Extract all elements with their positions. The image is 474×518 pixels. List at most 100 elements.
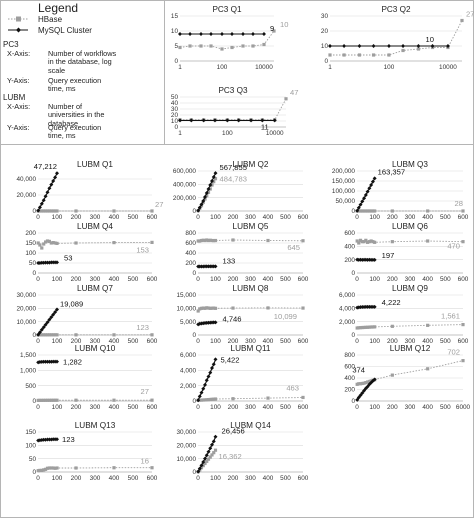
hbase-point xyxy=(53,466,57,470)
chart-lubm-q5: LUBM Q5 0 200 400 600 800 0 100 200 300 400 500 600 1… xyxy=(185,222,308,283)
hbase-point xyxy=(272,29,276,33)
y-tick-label: 10 xyxy=(321,43,329,50)
hbase-point xyxy=(206,306,211,310)
hbase-point xyxy=(213,306,218,310)
y-tick-label: 100 xyxy=(25,443,36,450)
y-tick-label: 0 xyxy=(351,332,355,339)
mysql-point xyxy=(208,370,213,375)
hbase-point xyxy=(208,455,212,459)
hbase-point xyxy=(55,333,59,337)
legend-lubm-y-text: Query execution time, ms xyxy=(48,123,102,141)
mysql-point xyxy=(188,32,193,36)
hbase-point xyxy=(213,177,218,181)
x-tick-label: 100 xyxy=(210,214,221,221)
x-tick-label: 200 xyxy=(387,276,398,283)
mysql-point xyxy=(37,205,42,210)
x-tick-label: 400 xyxy=(109,214,120,221)
mysql-point xyxy=(189,118,194,123)
y-tick-label: 150 xyxy=(25,429,36,436)
hbase-point xyxy=(461,322,465,327)
hbase-point xyxy=(49,241,53,245)
mysql-point xyxy=(213,264,218,269)
x-tick-label: 400 xyxy=(109,475,120,482)
x-tick-label: 100 xyxy=(369,404,380,411)
hbase-point xyxy=(371,53,376,57)
mysql-point xyxy=(356,205,361,210)
hbase-point xyxy=(266,396,270,400)
y-tick-label: 1,500 xyxy=(20,352,36,359)
hbase-point xyxy=(230,45,234,50)
chart-title: PC3 Q1 xyxy=(212,5,242,14)
mysql-point xyxy=(342,44,347,48)
x-tick-label: 1 xyxy=(328,64,332,71)
y-tick-label: 15,000 xyxy=(176,292,196,299)
x-tick-label: 0 xyxy=(355,276,359,283)
legend-mysql-label: MySQL Cluster xyxy=(38,26,92,35)
y-tick-label: 40 xyxy=(171,100,179,107)
x-tick-label: 0 xyxy=(36,338,40,345)
y-tick-label: 800 xyxy=(344,352,355,359)
hbase-point xyxy=(44,240,48,244)
mysql-point xyxy=(204,191,209,195)
hbase-point xyxy=(74,209,78,213)
x-tick-label: 1 xyxy=(178,64,182,71)
mysql-point xyxy=(261,32,266,36)
y-tick-label: 40,000 xyxy=(16,176,36,183)
mysql-point xyxy=(36,208,41,213)
mysql-point xyxy=(203,382,207,387)
hbase-point xyxy=(206,190,211,194)
hbase-point xyxy=(53,241,57,245)
y-tick-label: 20,000 xyxy=(16,306,36,313)
hbase-point xyxy=(461,240,465,244)
hbase-point xyxy=(45,333,50,337)
hbase-point xyxy=(212,239,216,243)
mysql-point xyxy=(210,442,214,447)
hbase-point xyxy=(40,333,44,337)
mysql-point xyxy=(55,171,59,176)
y-tick-label: 600 xyxy=(344,230,355,237)
legend-section-pc3: PC3 xyxy=(3,40,19,49)
hbase-point xyxy=(358,382,363,386)
hbase-point xyxy=(178,45,182,50)
hbase-point xyxy=(40,468,44,472)
data-label-hbase: 470 xyxy=(447,242,460,251)
chart-lubm-q3: LUBM Q3 0 50,000 100,000 150,000 200,000 0 100 2… xyxy=(332,160,469,221)
hbase-point xyxy=(390,209,394,213)
mysql-point xyxy=(201,386,206,391)
x-tick-label: 300 xyxy=(245,475,256,482)
y-tick-label: 400,000 xyxy=(173,182,197,189)
legend-lubm-y-key: Y-Axis: xyxy=(7,123,30,132)
y-tick-label: 0 xyxy=(192,332,196,339)
x-tick-label: 100 xyxy=(52,276,63,283)
x-tick-label: 10000 xyxy=(255,64,273,71)
hbase-point xyxy=(205,194,209,198)
x-tick-label: 300 xyxy=(245,214,256,221)
x-tick-label: 100 xyxy=(369,338,380,345)
hbase-point xyxy=(42,468,46,472)
y-tick-label: 4,000 xyxy=(180,368,196,375)
y-tick-label: 0 xyxy=(32,332,36,339)
x-tick-label: 100 xyxy=(217,64,228,71)
hbase-point xyxy=(55,241,59,245)
mysql-point xyxy=(37,330,42,335)
mysql-point xyxy=(225,118,230,123)
hbase-point xyxy=(371,209,375,213)
chart-lubm-q8: LUBM Q8 0 5,000 10,000 15,000 0 100 200 300 400 50… xyxy=(176,284,308,345)
chart-lubm-q12: LUBM Q12 0 200 400 600 800 0 100 200 300 400 500 600… xyxy=(344,344,470,411)
x-tick-label: 100 xyxy=(210,404,221,411)
y-tick-label: 600 xyxy=(185,240,196,247)
hbase-point xyxy=(201,238,205,242)
x-tick-label: 0 xyxy=(36,404,40,411)
y-tick-label: 0 xyxy=(351,398,355,405)
hbase-point xyxy=(205,398,209,402)
y-tick-label: 0 xyxy=(324,58,328,65)
hbase-point xyxy=(241,44,245,48)
x-tick-label: 600 xyxy=(298,338,309,345)
y-tick-label: 500 xyxy=(25,383,36,390)
data-label-mysql: 197 xyxy=(382,251,395,260)
hbase-point xyxy=(366,209,370,213)
hbase-point xyxy=(266,238,270,243)
hbase-point xyxy=(74,398,78,402)
x-tick-label: 400 xyxy=(109,338,120,345)
